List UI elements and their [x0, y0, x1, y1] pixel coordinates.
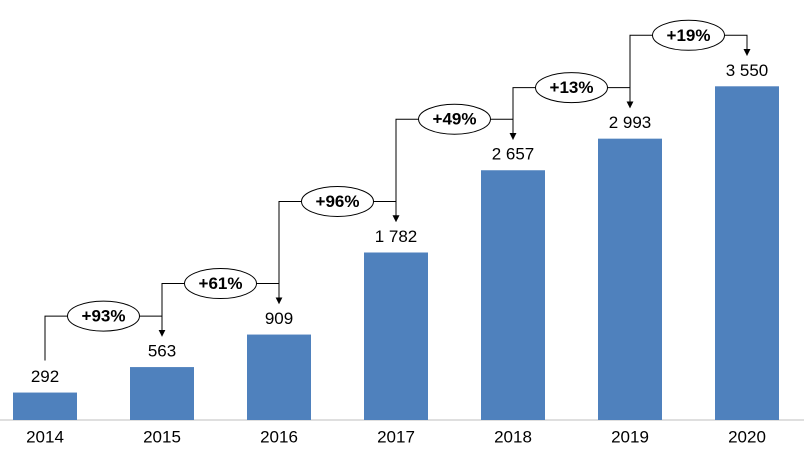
x-tick-label: 2018	[494, 427, 532, 446]
growth-bubble	[184, 268, 257, 300]
growth-label: +93%	[82, 307, 126, 326]
value-label: 563	[148, 342, 176, 361]
x-tick-label: 2017	[377, 427, 415, 446]
bar	[364, 252, 428, 420]
value-label: 292	[31, 367, 59, 386]
value-label: 909	[265, 309, 293, 328]
growth-bubble	[301, 185, 374, 217]
bar	[715, 86, 779, 421]
growth-bubble	[652, 19, 725, 51]
x-tick-label: 2016	[260, 427, 298, 446]
growth-bubble	[535, 72, 608, 104]
value-label: 2 993	[609, 113, 652, 132]
bar	[13, 392, 77, 420]
bar	[247, 334, 311, 420]
value-label: 1 782	[375, 227, 418, 246]
bar	[130, 367, 194, 420]
growth-label: +96%	[316, 192, 360, 211]
value-label: 2 657	[492, 145, 535, 164]
growth-bubble	[67, 300, 140, 332]
x-tick-label: 2020	[728, 427, 766, 446]
x-tick-label: 2015	[143, 427, 181, 446]
x-tick-label: 2014	[26, 427, 64, 446]
growth-label: +13%	[550, 78, 594, 97]
growth-label: +19%	[667, 26, 711, 45]
bar	[481, 170, 545, 420]
x-tick-label: 2019	[611, 427, 649, 446]
growth-bubble	[418, 103, 491, 135]
value-label: 3 550	[726, 61, 769, 80]
growth-label: +61%	[199, 274, 243, 293]
growth-label: +49%	[433, 110, 477, 129]
bar	[598, 138, 662, 420]
